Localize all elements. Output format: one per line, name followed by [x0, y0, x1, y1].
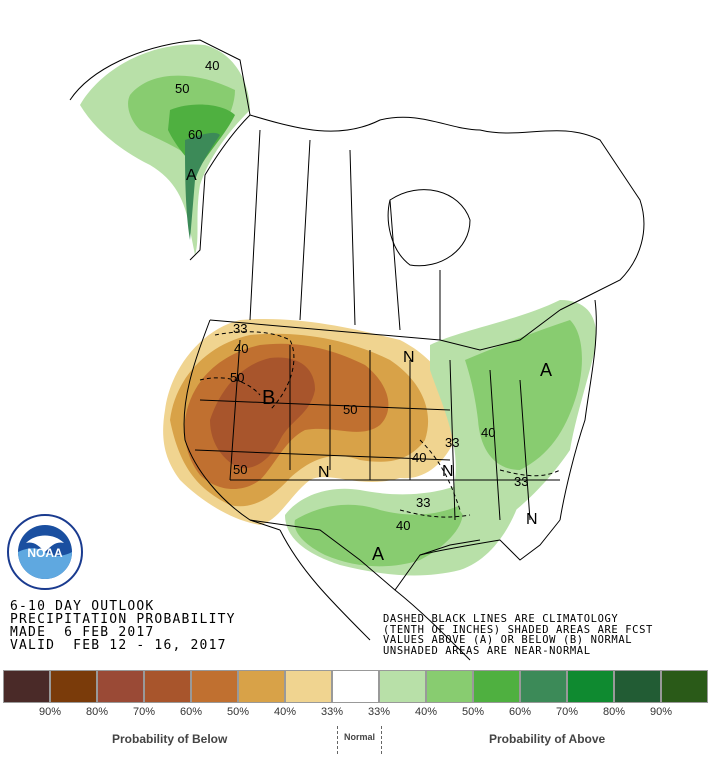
mexico-outline: [279, 529, 471, 661]
note-line-1: DASHED BLACK LINES ARE CLIMATOLOGY: [383, 613, 619, 625]
alaska-coast: [69, 39, 251, 261]
label-west-50: 50: [230, 370, 244, 385]
legend-tick-label: 80%: [85, 706, 109, 718]
legend-swatch: [3, 670, 50, 703]
legend-tick-label: 70%: [555, 706, 579, 718]
label-sw-50: 50: [233, 462, 247, 477]
us-canada-border: [209, 309, 561, 351]
label-west-50b: 50: [343, 402, 357, 417]
legend-below-label: Probability of Below: [112, 732, 228, 746]
normal-divider-right: [381, 726, 382, 754]
noaa-logo: NOAA: [7, 514, 83, 590]
state-lines: [194, 339, 560, 521]
label-central-N: N: [318, 464, 330, 481]
legend-swatch: [473, 670, 520, 703]
label-east-33: 33: [514, 474, 528, 489]
legend-normal-label: Normal: [344, 732, 376, 742]
note-line-4: UNSHADED AREAS ARE NEAR-NORMAL: [383, 644, 591, 657]
legend-swatches: [3, 670, 708, 703]
east-coast: [559, 299, 597, 521]
alaska-above-40: [80, 44, 250, 255]
legend-swatch: [426, 670, 473, 703]
climo-line-4: [399, 509, 471, 518]
shaded-regions: [80, 44, 597, 576]
label-east-A: A: [540, 360, 552, 380]
label-west-B: B: [262, 387, 275, 409]
legend-swatch: [97, 670, 144, 703]
note-line-2: (TENTH OF INCHES) SHADED AREAS ARE FCST: [383, 623, 653, 636]
legend-above-label: Probability of Above: [489, 732, 606, 746]
legend-swatch: [191, 670, 238, 703]
legend-tick-label: 40%: [273, 706, 297, 718]
label-west-33: 33: [233, 321, 247, 336]
legend-tick-label: 60%: [179, 706, 203, 718]
map-note: DASHED BLACK LINES ARE CLIMATOLOGY (TENT…: [383, 614, 653, 656]
label-south-A: A: [372, 544, 384, 564]
climo-line-3: [419, 439, 461, 511]
legend-swatch: [614, 670, 661, 703]
legend-tick-label: 60%: [508, 706, 532, 718]
climo-line-1: [214, 331, 295, 411]
legend-swatch: [285, 670, 332, 703]
south-above-40: [294, 504, 463, 567]
legend-swatch: [238, 670, 285, 703]
legend-swatch: [567, 670, 614, 703]
legend-tick-label: 50%: [461, 706, 485, 718]
label-alaska-60: 60: [188, 127, 202, 142]
west-below-60: [210, 357, 315, 469]
precipitation-outlook-map: 40 50 60 A 33 40 50 B 50 50 33 40 N N N …: [69, 39, 645, 661]
hudson-bay: [387, 189, 471, 267]
normal-divider-left: [337, 726, 338, 754]
label-south-33: 33: [416, 495, 430, 510]
province-lines: [249, 129, 441, 340]
label-midwest-N: N: [403, 349, 415, 366]
label-east-40: 40: [481, 425, 495, 440]
label-alaska-40: 40: [205, 58, 219, 73]
label-west-40: 40: [234, 341, 248, 356]
legend-swatch: [661, 670, 708, 703]
noaa-logo-text: NOAA: [27, 546, 63, 560]
outlook-header: 6-10 DAY OUTLOOK PRECIPITATION PROBABILI…: [10, 600, 236, 652]
outlook-subtitle: PRECIPITATION PROBABILITY: [10, 612, 236, 627]
legend-swatch: [379, 670, 426, 703]
climo-line-5: [499, 469, 561, 477]
boundaries: [69, 39, 645, 661]
west-coast: [183, 319, 281, 531]
climo-line-2: [199, 377, 261, 396]
legend-tick-label: 90%: [649, 706, 673, 718]
legend-swatch: [50, 670, 97, 703]
note-line-3: VALUES ABOVE (A) OR BELOW (B) NORMAL: [383, 634, 633, 646]
legend-tick-label: 80%: [602, 706, 626, 718]
legend-swatch: [332, 670, 379, 703]
outlook-valid-dates: VALID FEB 12 - 16, 2017: [10, 638, 227, 653]
legend-swatch: [520, 670, 567, 703]
legend-tick-label: 40%: [414, 706, 438, 718]
alaska-above-70: [185, 132, 220, 240]
legend-tick-label: 33%: [320, 706, 344, 718]
label-plains-33: 33: [445, 435, 459, 450]
outlook-made-date: MADE 6 FEB 2017: [10, 625, 155, 640]
climatology-lines: [199, 331, 561, 518]
legend-swatch: [144, 670, 191, 703]
legend-tick-label: 70%: [132, 706, 156, 718]
label-alaska-A: A: [186, 167, 197, 184]
canada-coast: [249, 114, 645, 311]
probability-legend: 90% 80% 70% 60% 50% 40% 33% 33% 40% 50% 60% 70% 80% 9…: [0, 670, 719, 759]
outlook-title: 6-10 DAY OUTLOOK: [10, 599, 155, 614]
label-south-40: 40: [396, 518, 410, 533]
legend-tick-label: 33%: [367, 706, 391, 718]
label-lakes-N: N: [442, 463, 454, 480]
label-plains-40: 40: [412, 450, 426, 465]
label-se-N: N: [526, 511, 538, 528]
label-alaska-50: 50: [175, 81, 189, 96]
legend-tick-label: 90%: [38, 706, 62, 718]
gulf-coast: [419, 519, 561, 561]
legend-tick-label: 50%: [226, 706, 250, 718]
